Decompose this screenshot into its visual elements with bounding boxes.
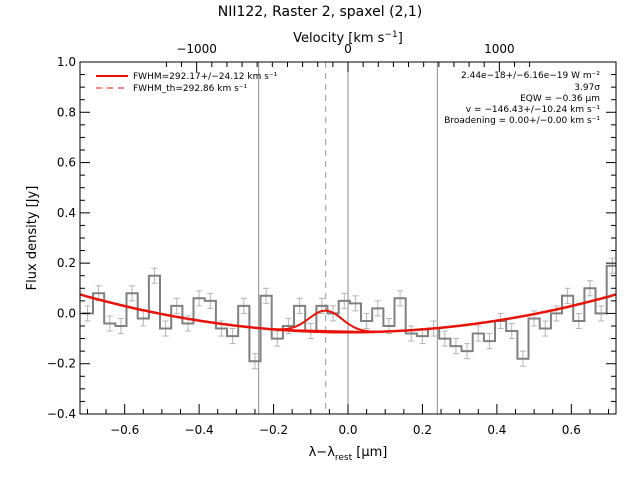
y-tick-label: 0.6 <box>57 156 76 170</box>
gaussian-fit-curve <box>272 309 380 333</box>
spectrum-layer <box>81 62 616 414</box>
x-tick-label: 0.6 <box>562 423 581 437</box>
x-tick-label: −0.6 <box>110 423 139 437</box>
top-tick-label: 0 <box>344 42 352 56</box>
legend-fwhm-th-label: FWHM_th=292.86 km s⁻¹ <box>133 84 248 94</box>
chart-title: NII122, Raster 2, spaxel (2,1) <box>218 4 423 20</box>
legend: FWHM=292.17+/−24.12 km s⁻¹ FWHM_th=292.8… <box>96 72 278 94</box>
top-axis-label: Velocity [km s−1] <box>293 30 403 46</box>
fit-layer <box>79 293 617 334</box>
y-tick-label: 1.0 <box>57 55 76 69</box>
y-axis-label: Flux density [Jy] <box>25 186 40 291</box>
top-tick-label: 1000 <box>484 42 515 56</box>
spectrum-step-line <box>81 264 616 363</box>
baseline-fit-curve <box>79 293 617 334</box>
annotation-significance: 3.97σ <box>574 83 600 93</box>
annotation-box: 2.44e−18+/−6.16e−19 W m⁻² 3.97σ EQW = −0… <box>444 71 600 126</box>
legend-fwhm-label: FWHM=292.17+/−24.12 km s⁻¹ <box>133 72 278 82</box>
annotation-eqw: EQW = −0.36 μm <box>520 94 600 104</box>
y-tick-label: 0.4 <box>57 206 76 220</box>
y-tick-label: −0.4 <box>47 407 76 421</box>
x-tick-label: −0.4 <box>185 423 214 437</box>
annotation-velocity: v = −146.43+/−10.24 km s⁻¹ <box>466 105 601 115</box>
y-tick-label: 0.8 <box>57 105 76 119</box>
axes-layer: −0.6 −0.4 −0.2 0.0 0.2 0.4 0.6 −1000 0 1000 −0.4 −0… <box>47 42 617 437</box>
y-tick-label: −0.2 <box>47 357 76 371</box>
y-tick-label: 0.2 <box>57 256 76 270</box>
top-tick-label: −1000 <box>176 42 217 56</box>
x-tick-label: 0.0 <box>338 423 357 437</box>
y-tick-label: 0.0 <box>57 306 76 320</box>
annotation-flux: 2.44e−18+/−6.16e−19 W m⁻² <box>461 71 600 81</box>
x-tick-label: −0.2 <box>259 423 288 437</box>
x-axis-label: λ−λrest [μm] <box>309 445 388 463</box>
x-tick-label: 0.2 <box>413 423 432 437</box>
annotation-broadening: Broadening = 0.00+/−0.00 km s⁻¹ <box>444 116 600 126</box>
x-tick-label: 0.4 <box>487 423 506 437</box>
local-continuum-line <box>272 328 380 333</box>
